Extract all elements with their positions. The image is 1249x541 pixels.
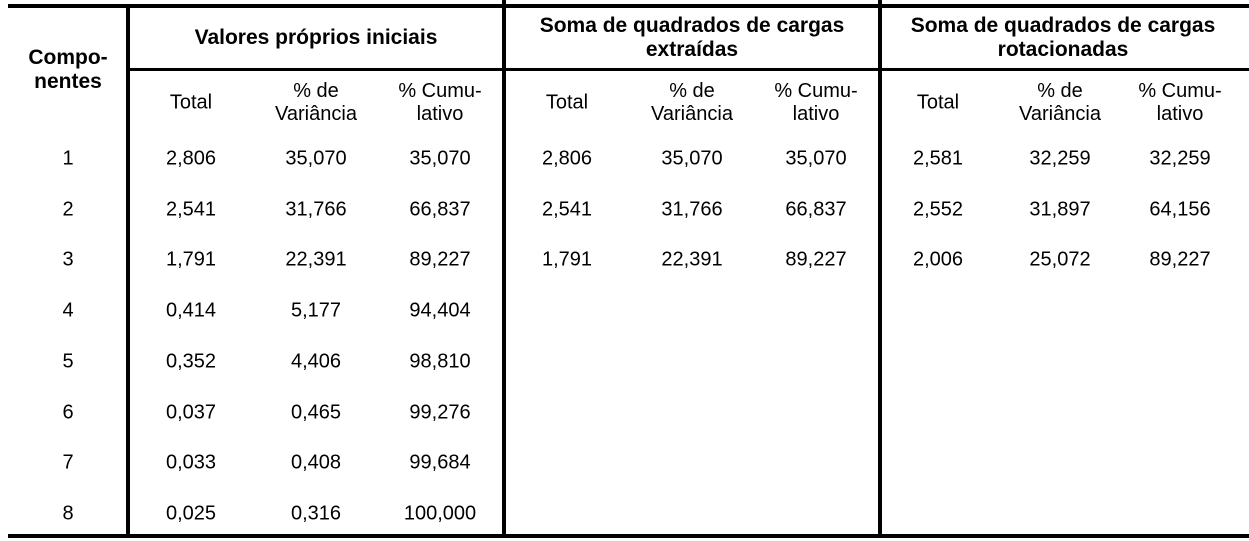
rotated-cell: 2,581 — [912, 147, 964, 170]
cumulative-subheader-line: lativo — [792, 103, 840, 125]
rotated-loadings-header-line: Soma de quadrados de cargas — [910, 13, 1216, 37]
cumulative-subheader: % Cumu-lativo — [1120, 80, 1240, 126]
cumulative-subheader: % Cumu-lativo — [380, 80, 500, 126]
initial-cell: 4,406 — [290, 350, 342, 373]
variance-subheader: % de Variância — [632, 80, 752, 126]
rotated-cell: 32,259 — [1149, 147, 1211, 170]
initial-cell: 0,408 — [290, 451, 342, 474]
total-subheader: Total — [878, 92, 998, 115]
initial-cell: 66,837 — [409, 198, 471, 221]
initial-cell: 22,391 — [285, 248, 347, 271]
component-number: 6 — [62, 401, 74, 424]
initial-cell: 99,684 — [409, 451, 471, 474]
variance-subheader-line: Variância — [275, 103, 357, 125]
total-subheader: Total — [507, 92, 627, 115]
cumulative-subheader-line: lativo — [1156, 103, 1204, 125]
variance-subheader: % de Variância — [1000, 80, 1120, 126]
cumulative-subheader-line: lativo — [416, 103, 464, 125]
initial-cell: 98,810 — [409, 350, 471, 373]
rotated-cell: 25,072 — [1029, 248, 1091, 271]
initial-cell: 35,070 — [409, 147, 471, 170]
extracted-loadings-header: Soma de quadrados de cargas extraídas — [507, 14, 877, 62]
variance-subheader-line: Variância — [1019, 103, 1101, 125]
component-number: 8 — [62, 502, 74, 525]
total-subheader-line: Total — [169, 91, 213, 114]
initial-cell: 0,025 — [165, 502, 217, 525]
initial-cell: 0,316 — [290, 502, 342, 525]
rotated-loadings-header-line: rotacionadas — [997, 38, 1129, 61]
initial-cell: 94,404 — [409, 299, 471, 322]
initial-cell: 5,177 — [290, 299, 342, 322]
initial-cell: 35,070 — [285, 147, 347, 170]
initial-cell: 0,352 — [165, 350, 217, 373]
extracted-cell: 35,070 — [785, 147, 847, 170]
initial-cell: 1,791 — [165, 248, 217, 271]
extracted-cell: 1,791 — [541, 248, 593, 271]
rotated-cell: 2,006 — [912, 248, 964, 271]
extracted-cell: 66,837 — [785, 198, 847, 221]
component-number: 4 — [62, 299, 74, 322]
initial-cell: 2,541 — [165, 198, 217, 221]
components-header-line: Compo- — [28, 45, 108, 69]
component-number: 5 — [62, 350, 74, 373]
initial-cell: 100,000 — [403, 502, 477, 525]
total-subheader-line: Total — [916, 91, 960, 114]
component-number: 7 — [62, 451, 74, 474]
extracted-loadings-header-line: Soma de quadrados de cargas — [539, 13, 845, 37]
initial-eigenvalues-header-line: Valores próprios iniciais — [194, 25, 438, 49]
variance-subheader-line: Variância — [651, 103, 733, 125]
initial-cell: 99,276 — [409, 401, 471, 424]
cumulative-subheader-line: % Cumu- — [774, 80, 858, 102]
component-number: 1 — [62, 147, 74, 170]
components-header: Compo-nentes — [13, 46, 123, 94]
initial-cell: 0,033 — [165, 451, 217, 474]
initial-cell: 31,766 — [285, 198, 347, 221]
initial-cell: 0,037 — [165, 401, 217, 424]
extracted-cell: 2,806 — [541, 147, 593, 170]
total-subheader: Total — [131, 92, 251, 115]
rotated-cell: 2,552 — [912, 198, 964, 221]
extracted-cell: 89,227 — [785, 248, 847, 271]
initial-cell: 0,414 — [165, 299, 217, 322]
rotated-cell: 31,897 — [1029, 198, 1091, 221]
initial-eigenvalues-header: Valores próprios iniciais — [131, 26, 501, 50]
cumulative-subheader-line: % Cumu- — [1138, 80, 1222, 102]
rotated-cell: 32,259 — [1029, 147, 1091, 170]
rotated-loadings-header: Soma de quadrados de cargas rotacionadas — [878, 14, 1248, 62]
extracted-cell: 35,070 — [661, 147, 723, 170]
components-header-line: nentes — [34, 70, 102, 93]
cumulative-subheader: % Cumu-lativo — [756, 80, 876, 126]
cumulative-subheader-line: % Cumu- — [398, 80, 482, 102]
variance-subheader-line: % de — [669, 80, 715, 102]
rotated-cell: 89,227 — [1149, 248, 1211, 271]
group-divider-1 — [502, 0, 506, 538]
component-number: 2 — [62, 198, 74, 221]
bottom-rule — [8, 534, 1249, 538]
extracted-loadings-header-line: extraídas — [645, 38, 739, 61]
extracted-cell: 31,766 — [661, 198, 723, 221]
components-divider — [126, 8, 130, 538]
variance-subheader-line: % de — [293, 80, 339, 102]
component-number: 3 — [62, 248, 74, 271]
extracted-cell: 22,391 — [661, 248, 723, 271]
variance-subheader: % de Variância — [256, 80, 376, 126]
top-rule — [8, 4, 1249, 8]
group-divider-2 — [878, 0, 882, 538]
initial-cell: 89,227 — [409, 248, 471, 271]
initial-cell: 2,806 — [165, 147, 217, 170]
initial-cell: 0,465 — [290, 401, 342, 424]
rotated-cell: 64,156 — [1149, 198, 1211, 221]
extracted-cell: 2,541 — [541, 198, 593, 221]
group-header-rule — [127, 68, 1249, 71]
variance-subheader-line: % de — [1037, 80, 1083, 102]
total-subheader-line: Total — [545, 91, 589, 114]
